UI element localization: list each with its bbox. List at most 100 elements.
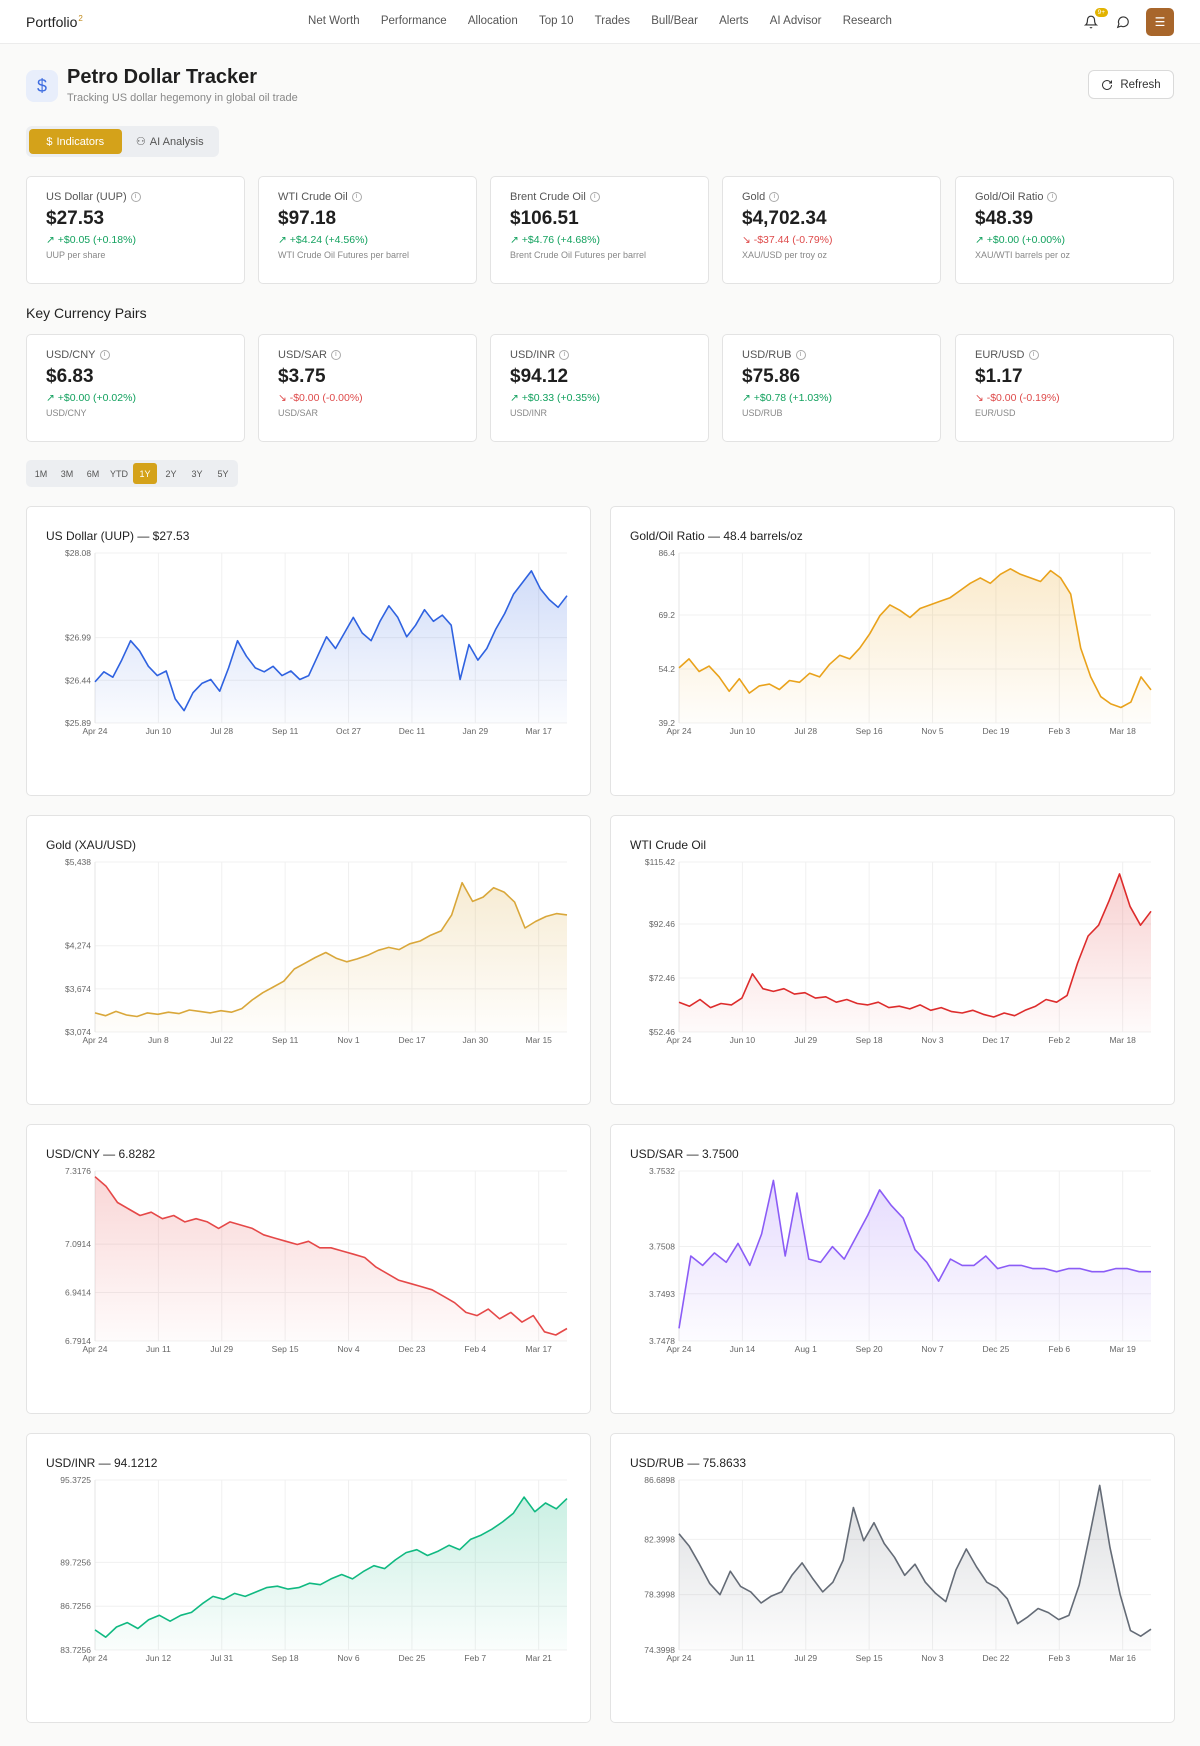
x-tick-label: Jun 10 xyxy=(730,726,756,736)
info-icon[interactable]: i xyxy=(795,350,806,360)
x-tick-label: Nov 3 xyxy=(921,1035,943,1045)
x-tick-label: Jul 28 xyxy=(794,726,817,736)
range-6m[interactable]: 6M xyxy=(86,468,100,479)
x-tick-label: Jul 29 xyxy=(794,1653,817,1663)
y-tick-label: 74.3998 xyxy=(644,1645,675,1655)
x-tick-label: Apr 24 xyxy=(666,1344,691,1354)
brand-logo[interactable]: Portfolio2 xyxy=(26,14,83,30)
nav-link-performance[interactable]: Performance xyxy=(380,15,447,27)
trend-up-icon: ↗ xyxy=(510,234,522,246)
currency-label: USD/RUB xyxy=(742,349,792,361)
x-tick-label: Sep 16 xyxy=(856,726,883,736)
series-area xyxy=(95,1497,567,1650)
refresh-button[interactable]: Refresh xyxy=(1088,70,1174,99)
info-icon[interactable]: i xyxy=(1047,192,1058,202)
indicator-change: ↗ +$0.00 (+0.00%) xyxy=(975,234,1065,246)
chart-card-uup: US Dollar (UUP) — $27.53 $28.08 $26.99 $26… xyxy=(26,506,591,796)
info-icon[interactable]: i xyxy=(559,350,570,360)
top-nav: Portfolio2 Net Worth Performance Allocat… xyxy=(0,0,1200,44)
series-area xyxy=(95,882,567,1032)
x-tick-label: Apr 24 xyxy=(666,726,691,736)
x-tick-label: Apr 24 xyxy=(82,1035,107,1045)
x-tick-label: Apr 24 xyxy=(82,1653,107,1663)
x-tick-label: Nov 3 xyxy=(921,1653,943,1663)
chart-title: USD/INR — 94.1212 xyxy=(46,1456,158,1470)
x-tick-label: Apr 24 xyxy=(82,726,107,736)
info-icon[interactable]: i xyxy=(99,350,110,360)
currency-value: $1.17 xyxy=(975,366,1023,387)
series-area xyxy=(95,570,567,723)
chart-title: WTI Crude Oil xyxy=(630,838,707,852)
range-1m[interactable]: 1M xyxy=(34,468,48,479)
chart-card-gold-oil-ratio: Gold/Oil Ratio — 48.4 barrels/oz 86.4 69.… xyxy=(610,506,1175,796)
x-tick-label: Nov 6 xyxy=(337,1653,359,1663)
info-icon[interactable]: i xyxy=(1028,350,1039,360)
range-3m[interactable]: 3M xyxy=(60,468,74,479)
range-5y[interactable]: 5Y xyxy=(217,468,229,479)
info-icon[interactable]: i xyxy=(589,192,600,202)
x-tick-label: Jun 11 xyxy=(146,1344,171,1354)
nav-link-bull-bear[interactable]: Bull/Bear xyxy=(651,15,698,27)
y-tick-label: 86.7256 xyxy=(60,1601,91,1611)
chart-card-gold: Gold (XAU/USD) $5,438 $4,274 $3,674 $3,074 A… xyxy=(26,815,591,1105)
bell-icon[interactable]: 9+ xyxy=(1082,8,1108,31)
refresh-icon xyxy=(1102,79,1113,90)
info-icon[interactable]: i xyxy=(130,192,141,202)
x-tick-label: Nov 7 xyxy=(921,1344,943,1354)
currency-label: USD/SAR xyxy=(278,349,327,361)
series-line xyxy=(678,1179,1151,1329)
page-subtitle: Tracking US dollar hegemony in global oi… xyxy=(67,92,298,104)
y-tick-label: 6.7914 xyxy=(65,1336,91,1346)
tab-indicators[interactable]: $ Indicators xyxy=(29,129,122,154)
y-tick-label: $26.99 xyxy=(65,633,91,643)
chart-card-wti: WTI Crude Oil $115.42 $92.46 $72.46 $52.46 A… xyxy=(610,815,1175,1105)
view-tabs: $ Indicators ⚇ AI Analysis xyxy=(26,126,219,157)
indicator-subtitle: XAU/WTI barrels per oz xyxy=(975,250,1071,260)
x-tick-label: Dec 11 xyxy=(399,726,426,736)
nav-link-research[interactable]: Research xyxy=(842,15,892,27)
y-tick-label: $5,438 xyxy=(65,857,91,867)
info-icon[interactable]: i xyxy=(351,192,362,202)
x-tick-label: Jul 31 xyxy=(210,1653,233,1663)
indicator-subtitle: WTI Crude Oil Futures per barrel xyxy=(278,250,410,260)
chart-card-usd-rub: USD/RUB — 75.8633 86.6898 82.3998 78.3998 7… xyxy=(610,1433,1175,1723)
nav-link-trades[interactable]: Trades xyxy=(594,15,631,27)
nav-link-ai-advisor[interactable]: AI Advisor xyxy=(769,15,822,27)
x-tick-label: Feb 7 xyxy=(464,1653,486,1663)
nav-link-top10[interactable]: Top 10 xyxy=(538,15,574,27)
nav-actions: 9+ ☰ xyxy=(1082,8,1174,36)
nav-link-net-worth[interactable]: Net Worth xyxy=(308,15,360,27)
nav-link-allocation[interactable]: Allocation xyxy=(467,15,518,27)
x-tick-label: Feb 6 xyxy=(1048,1344,1070,1354)
x-tick-label: Jun 12 xyxy=(146,1653,172,1663)
currency-card-eur-usd: EUR/USD i $1.17 ↘ -$0.00 (-0.19%) EUR/USD xyxy=(955,334,1174,442)
range-3y[interactable]: 3Y xyxy=(191,468,203,479)
indicator-label: Brent Crude Oil xyxy=(510,191,586,203)
info-icon[interactable]: i xyxy=(769,192,780,202)
info-icon[interactable]: i xyxy=(330,350,341,360)
y-tick-label: $52.46 xyxy=(649,1027,675,1037)
chart-title: Gold (XAU/USD) xyxy=(46,838,137,852)
chat-icon[interactable] xyxy=(1114,13,1132,31)
range-2y[interactable]: 2Y xyxy=(165,468,177,479)
dollar-icon: $ xyxy=(46,135,53,148)
y-tick-label: $72.46 xyxy=(649,973,675,983)
x-tick-label: Jan 29 xyxy=(463,726,489,736)
chart-card-usd-cny: USD/CNY — 6.8282 7.3176 7.0914 6.9414 6.791… xyxy=(26,1124,591,1414)
menu-button[interactable]: ☰ xyxy=(1146,8,1174,36)
nav-link-alerts[interactable]: Alerts xyxy=(719,15,749,27)
x-tick-label: Feb 2 xyxy=(1048,1035,1070,1045)
indicator-label: US Dollar (UUP) xyxy=(46,191,127,203)
range-1y[interactable]: 1Y xyxy=(133,463,157,484)
range-ytd[interactable]: YTD xyxy=(110,468,128,479)
currency-subtitle: USD/SAR xyxy=(278,408,319,418)
x-tick-label: Jan 30 xyxy=(463,1035,489,1045)
tab-ai-analysis[interactable]: ⚇ AI Analysis xyxy=(135,135,204,149)
indicator-card-gold-oil-ratio: Gold/Oil Ratio i $48.39 ↗ +$0.00 (+0.00%)… xyxy=(955,176,1174,284)
series-line xyxy=(678,567,1152,709)
x-tick-label: Feb 4 xyxy=(464,1344,486,1354)
trend-down-icon: ↘ xyxy=(742,234,754,246)
